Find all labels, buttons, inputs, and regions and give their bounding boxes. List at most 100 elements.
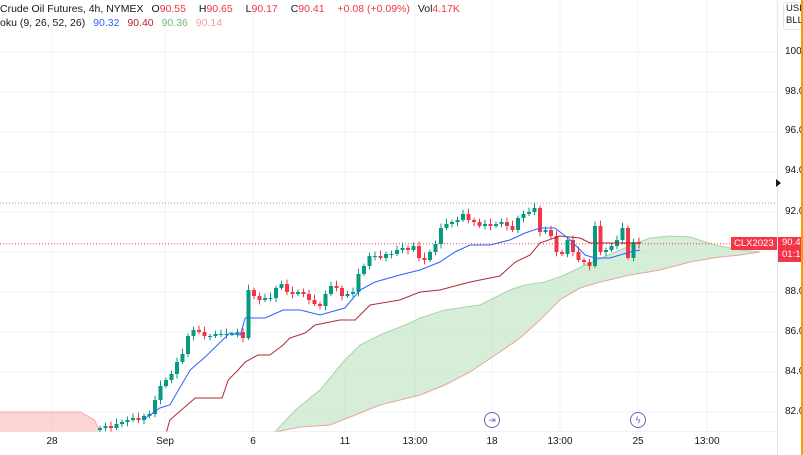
price-tick: 94.0 — [785, 165, 803, 176]
bearish-cloud — [0, 412, 100, 432]
candle-body — [455, 220, 460, 222]
candle-body — [505, 222, 509, 226]
candle-body — [499, 222, 504, 224]
candle-body — [576, 252, 581, 260]
candle-body — [466, 214, 471, 220]
candle-body — [285, 284, 289, 292]
candle-body — [384, 254, 388, 258]
close-value: 90.41 — [298, 3, 325, 15]
time-tick: 13:00 — [547, 436, 573, 447]
candle-body — [131, 418, 135, 420]
candle-body — [609, 246, 614, 250]
candle-body — [521, 214, 526, 218]
candle-body — [318, 304, 322, 306]
senkou-b-line — [274, 251, 761, 432]
candle-body — [532, 208, 537, 212]
candle-body — [356, 274, 361, 292]
symbol-title[interactable]: Crude Oil Futures, 4h, NYMEX — [0, 3, 144, 15]
candle-body — [367, 256, 372, 266]
price-tick: 100.0 — [785, 46, 803, 57]
candle-body — [153, 400, 157, 414]
candle-body — [301, 292, 306, 294]
candle-body — [631, 242, 636, 258]
candle-body — [565, 240, 570, 254]
candle-body — [125, 420, 130, 422]
high-value: 90.65 — [206, 3, 233, 15]
candle-body — [477, 222, 482, 226]
candle-body — [543, 230, 548, 232]
scroll-marker-icon[interactable] — [776, 179, 781, 187]
candle-body — [582, 260, 586, 262]
candle-body — [620, 228, 625, 240]
time-tick: 25 — [632, 436, 644, 447]
candle-body — [439, 228, 443, 244]
candle-body — [235, 332, 240, 334]
candle-body — [103, 426, 108, 428]
candle-body — [444, 224, 449, 228]
candle-body — [395, 250, 399, 254]
candle-body — [472, 220, 476, 222]
candle-body — [527, 212, 531, 214]
change-value: +0.08 (+0.09%) — [337, 3, 410, 15]
candle-body — [109, 426, 113, 428]
price-axis[interactable]: 100.0 98.0 96.0 94.0 92.0 88.0 86.0 84.0… — [777, 0, 803, 455]
price-chart[interactable] — [0, 0, 777, 432]
indicator-title[interactable]: oku (9, 26, 52, 26) — [0, 17, 86, 29]
candle-body — [175, 362, 179, 374]
candle-body — [197, 330, 201, 332]
candle-body — [604, 250, 608, 252]
candle-body — [406, 248, 410, 250]
candle-body — [510, 226, 515, 230]
candle-body — [268, 298, 273, 299]
candle-body — [422, 258, 427, 260]
tenkan-value: 90.32 — [93, 17, 120, 29]
volume-value: 4.17K — [432, 3, 460, 15]
price-tick: 84.0 — [785, 366, 803, 377]
candle-body — [598, 226, 603, 252]
last-price-tag: 90.4 01:1 — [778, 237, 803, 262]
candle-body — [400, 248, 405, 250]
candle-body — [186, 336, 190, 354]
candle-body — [461, 214, 465, 220]
symbol-tag: CLX2023 — [731, 237, 777, 250]
open-value: 90.55 — [159, 3, 186, 15]
candle-body — [378, 256, 383, 258]
kijun-line — [166, 235, 641, 432]
currency-unit-button[interactable]: USDBLL — [783, 2, 803, 30]
time-tick: Sep — [156, 436, 174, 447]
lightning-icon[interactable]: ϟ — [630, 412, 646, 428]
candle-body — [114, 424, 119, 428]
candle-body — [252, 290, 256, 296]
price-tick: 88.0 — [785, 286, 803, 297]
candle-body — [224, 334, 229, 335]
symbol-legend: Crude Oil Futures, 4h, NYMEX O90.55 H90.… — [0, 3, 460, 15]
candle-body — [340, 288, 344, 296]
candle-body — [488, 224, 493, 226]
time-tick: 6 — [250, 436, 256, 447]
candle-body — [483, 224, 487, 226]
candle-body — [411, 246, 416, 250]
candle-body — [164, 380, 168, 386]
candle-body — [362, 266, 366, 274]
tenkan-line — [142, 227, 641, 421]
split-arrow-icon[interactable]: ⇥ — [484, 412, 500, 428]
bullish-cloud — [274, 236, 760, 432]
candle-body — [219, 334, 223, 335]
focus-border — [801, 0, 803, 455]
price-tick: 92.0 — [785, 206, 803, 217]
candle-body — [323, 294, 328, 306]
candle-body — [257, 296, 262, 300]
candle-body — [296, 292, 300, 294]
candle-body — [560, 252, 564, 254]
candle-body — [433, 244, 438, 252]
candle-body — [516, 218, 520, 230]
candle-body — [571, 240, 575, 252]
candle-body — [98, 428, 102, 430]
indicator-legend: oku (9, 26, 52, 26) 90.32 90.40 90.36 90… — [0, 17, 227, 29]
time-tick: 13:00 — [694, 436, 720, 447]
senkou-a-value: 90.36 — [161, 17, 188, 29]
price-tick: 86.0 — [785, 326, 803, 337]
candle-body — [307, 294, 311, 300]
time-tick: 13:00 — [402, 436, 428, 447]
candle-body — [208, 336, 212, 337]
